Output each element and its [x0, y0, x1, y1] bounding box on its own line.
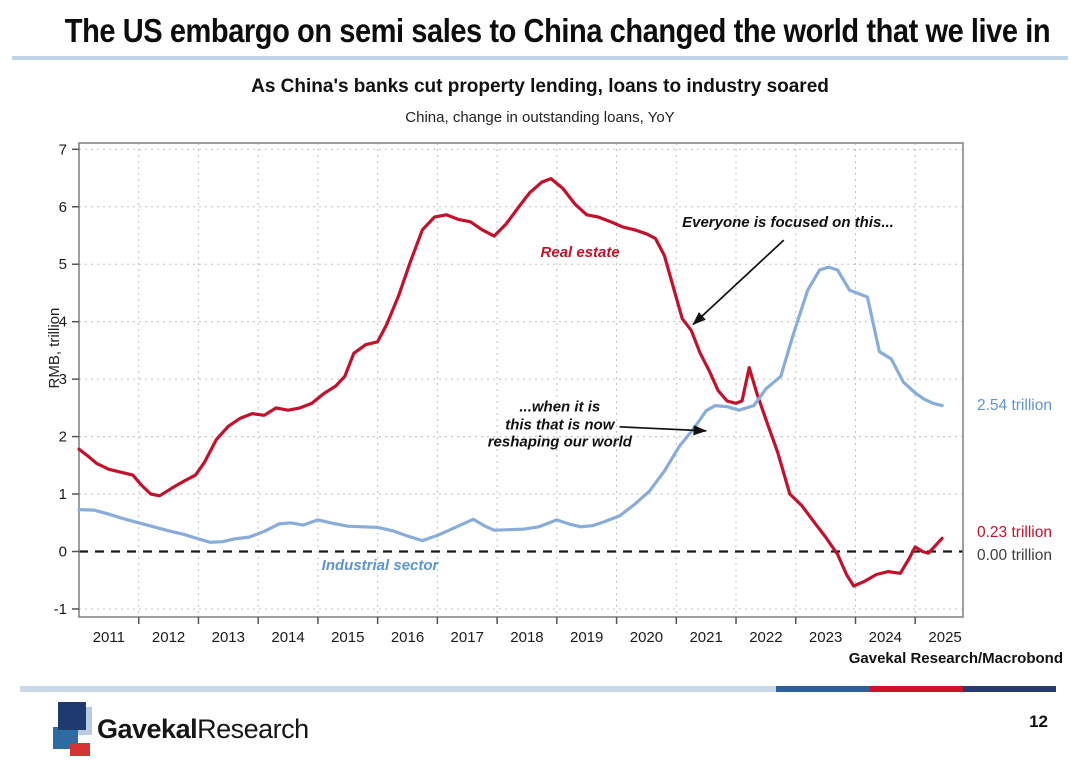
y-tick-label: 3: [59, 371, 67, 388]
footer-bar-segment-navy: [963, 686, 1056, 692]
x-tick-label: 2019: [570, 629, 603, 646]
y-tick-label: 5: [59, 256, 67, 273]
line-chart-plot: -1 0 1 2 3 4 5 6 7 2011 2012 2013 2014 2015 2016 2017 20…: [54, 141, 964, 646]
end-value-real-estate: 0.23 trillion: [977, 523, 1052, 541]
x-tick-label: 2023: [809, 629, 842, 646]
x-tick-label: 2016: [391, 629, 424, 646]
title-divider: [12, 56, 1068, 60]
x-tick-label: 2017: [451, 629, 484, 646]
page-number: 12: [1029, 712, 1048, 731]
x-tick-label: 2025: [928, 629, 961, 646]
gavekal-logo-icon: [45, 698, 95, 760]
source-credit: Gavekal Research/Macrobond: [848, 650, 1063, 667]
y-tick-label: -1: [54, 601, 67, 618]
line-real-estate: [77, 176, 944, 588]
x-tick-label: 2013: [212, 629, 245, 646]
x-tick-label: 2011: [93, 629, 125, 646]
x-tick-label: 2021: [689, 629, 722, 646]
y-tick-label: 7: [59, 141, 67, 158]
x-tick-label: 2015: [331, 629, 364, 646]
page-title: The US embargo on semi sales to China ch…: [64, 12, 1051, 49]
footer-bar-segment-red: [870, 686, 963, 692]
annotation-arrow: [619, 425, 708, 436]
x-tick-label: 2022: [749, 629, 782, 646]
y-tick-label: 6: [59, 199, 67, 216]
plot-frame: [78, 142, 964, 618]
gavekal-logo-text: GavekalResearch: [97, 713, 309, 744]
x-tick-label: 2012: [152, 629, 185, 646]
y-tick-label: 2: [59, 429, 67, 446]
gavekal-logo: GavekalResearch: [45, 698, 309, 760]
end-value-zero: 0.00 trillion: [977, 547, 1052, 565]
y-tick-label: 4: [59, 314, 67, 331]
x-tick-label: 2024: [869, 629, 902, 646]
y-tick-label: 1: [59, 486, 67, 503]
y-tick-label: 0: [59, 544, 67, 561]
x-tick-label: 2014: [271, 629, 304, 646]
x-tick-label: 2018: [510, 629, 543, 646]
annotation-arrow: [692, 239, 785, 326]
footer-bar-segment-blue: [776, 686, 870, 692]
footer-bar-segment-light: [20, 686, 776, 692]
footer-accent-bar: [20, 686, 1056, 692]
chart-subtitle: China, change in outstanding loans, YoY: [405, 109, 675, 126]
x-tick-label: 2020: [630, 629, 663, 646]
chart-title: As China's banks cut property lending, l…: [251, 76, 829, 97]
end-value-industrial: 2.54 trillion: [977, 396, 1052, 414]
line-industrial-sector: [77, 265, 944, 544]
